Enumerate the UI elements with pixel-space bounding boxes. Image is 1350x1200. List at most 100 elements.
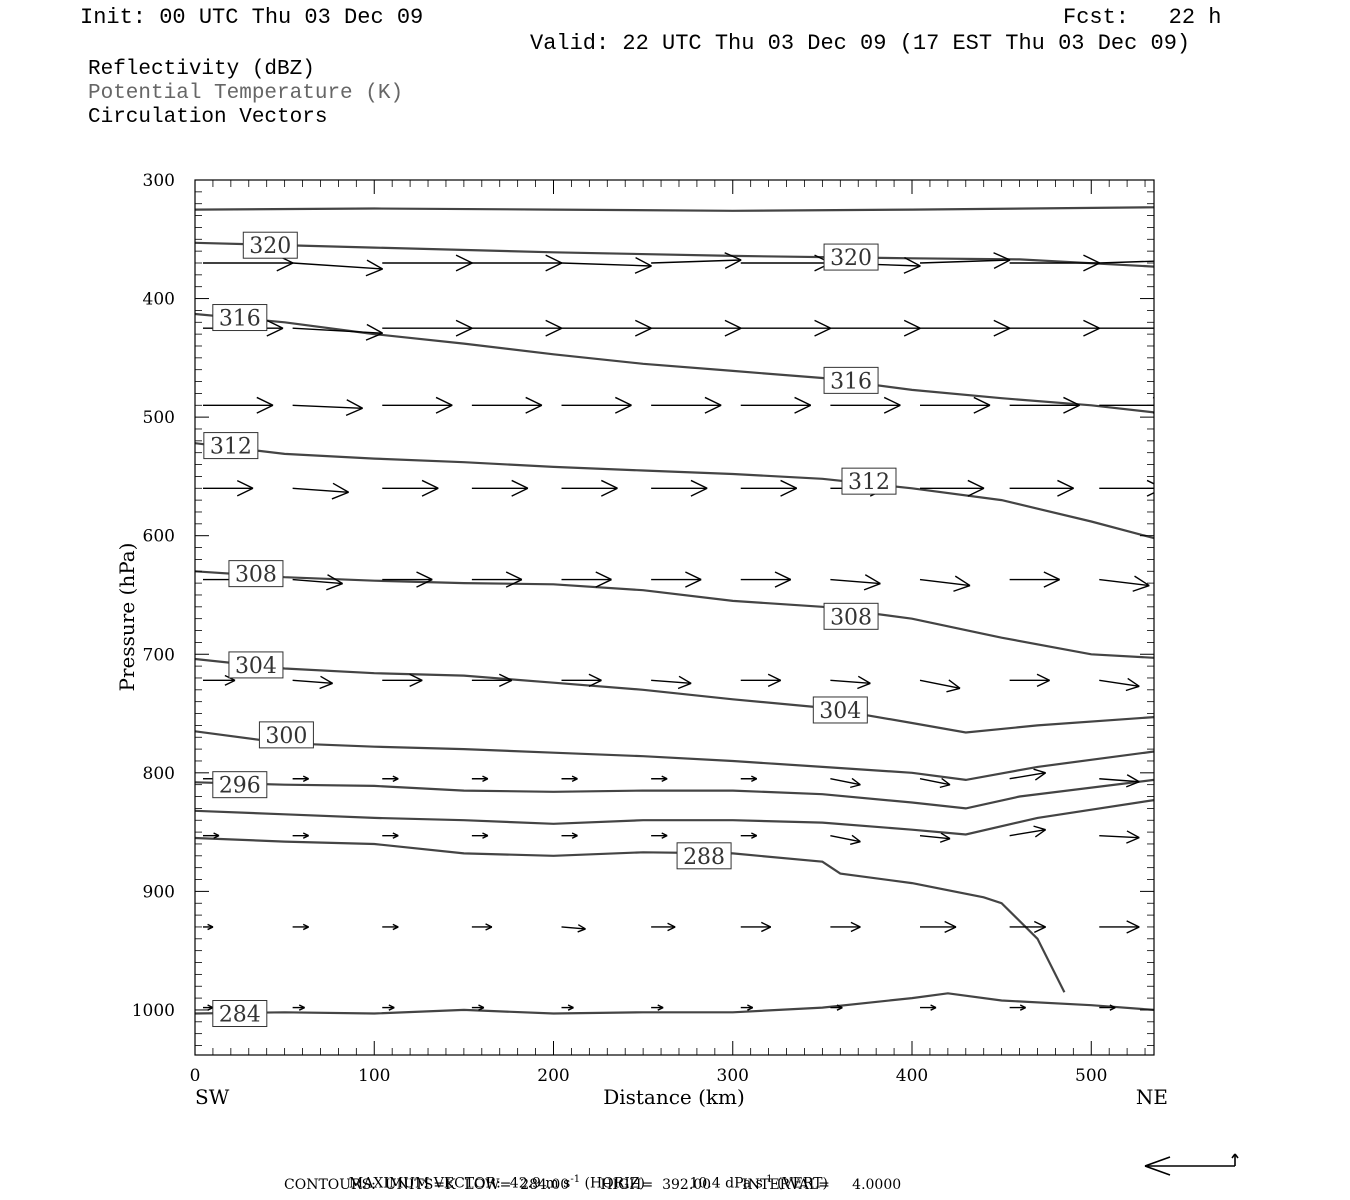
circulation-vector — [651, 1004, 664, 1011]
circulation-vector — [561, 479, 618, 497]
circulation-vector — [382, 1004, 395, 1011]
y-tick-label: 500 — [143, 408, 175, 428]
vert-label: (VERT) — [777, 1175, 828, 1192]
y-tick-label: 400 — [143, 290, 175, 310]
field-legend: Reflectivity (dBZ) Potential Temperature… — [88, 58, 403, 130]
circulation-vector — [1099, 830, 1140, 844]
circulation-vector — [382, 479, 439, 497]
circulation-vector — [1099, 677, 1140, 692]
max-vector-line: MAXIMUM VECTOR: 42.9 m s-1 (HORIZ) 10.4 … — [340, 1158, 828, 1192]
valid-time: Valid: 22 UTC Thu 03 Dec 09 (17 EST Thu … — [530, 31, 1191, 56]
y-tick-label: 1000 — [132, 1001, 175, 1021]
circulation-vector — [561, 319, 652, 337]
contour-288 — [195, 836, 1066, 993]
vert-exp: -1 — [762, 1174, 773, 1185]
circulation-vector — [651, 675, 692, 690]
circulation-vector — [651, 396, 722, 414]
circulation-vector — [740, 1004, 754, 1011]
contour-label-316: 316 — [823, 366, 879, 394]
contour-label-288: 288 — [676, 842, 732, 870]
contour-304 — [195, 657, 1154, 734]
circulation-vector — [919, 832, 951, 843]
forecast-hour: Fcst: 22 h — [1063, 5, 1222, 30]
circulation-vector — [292, 259, 383, 277]
circulation-vector — [471, 923, 493, 931]
contour-292 — [195, 799, 1154, 836]
y-tick-label: 800 — [143, 764, 175, 784]
circulation-vector — [382, 254, 473, 272]
circulation-vector — [292, 923, 309, 931]
circulation-vector — [471, 673, 513, 688]
y-tick-label: 700 — [143, 645, 175, 665]
circulation-vector — [830, 921, 861, 933]
circulation-vector — [1009, 319, 1100, 337]
circulation-vector — [471, 571, 523, 588]
circulation-vector — [920, 920, 957, 934]
x-axis-label: Distance (km) — [603, 1085, 745, 1109]
circulation-vector — [471, 1004, 485, 1011]
circulation-vector — [203, 832, 220, 839]
circulation-vector — [471, 832, 489, 839]
ne-label: NE — [1136, 1085, 1168, 1109]
circulation-vector — [561, 673, 602, 688]
circulation-vector — [471, 775, 489, 782]
contour-label-296: 296 — [212, 771, 268, 799]
contour-label-320: 320 — [242, 231, 298, 259]
circulation-vector — [920, 319, 1011, 337]
contour-284 — [195, 992, 1154, 1015]
field-circulation-vectors: Circulation Vectors — [88, 106, 328, 129]
x-tick-label: 0 — [190, 1066, 201, 1086]
circulation-vector — [1099, 575, 1150, 592]
circulation-vector — [920, 396, 991, 414]
svg-text:300: 300 — [265, 724, 307, 749]
circulation-vector — [830, 396, 901, 414]
circulation-vector — [561, 257, 652, 274]
circulation-vector — [1009, 1004, 1026, 1011]
svg-text:320: 320 — [249, 234, 291, 259]
circulation-vector — [1009, 479, 1074, 497]
circulation-vector — [203, 1004, 214, 1011]
contour-label-284: 284 — [212, 1000, 268, 1028]
field-potential-temperature: Potential Temperature (K) — [88, 82, 404, 105]
circulation-vector — [561, 571, 612, 588]
reference-vector-icon — [1144, 1153, 1239, 1176]
svg-text:316: 316 — [219, 307, 261, 332]
circulation-vector — [830, 777, 861, 789]
field-reflectivity: Reflectivity (dBZ) — [88, 58, 315, 81]
circulation-vector — [203, 396, 274, 414]
contour-label-308: 308 — [228, 560, 284, 588]
circulation-vector — [382, 775, 399, 782]
circulation-vector — [292, 323, 383, 341]
svg-text:308: 308 — [830, 605, 872, 630]
svg-text:316: 316 — [830, 369, 872, 394]
circulation-vector — [1099, 774, 1140, 788]
circulation-vector — [651, 775, 668, 782]
svg-text:296: 296 — [219, 774, 261, 799]
x-tick-label: 500 — [1075, 1066, 1107, 1086]
circulation-vector — [740, 921, 772, 933]
circulation-vector — [561, 396, 632, 414]
circulation-vector — [1009, 571, 1060, 588]
horiz-value: 42.9 m s — [509, 1175, 571, 1192]
circulation-vector — [471, 254, 563, 272]
contour-label-320: 320 — [823, 243, 879, 271]
svg-text:304: 304 — [235, 654, 277, 679]
svg-text:308: 308 — [235, 563, 277, 588]
circulation-vector — [919, 252, 1011, 269]
circulation-vector — [740, 319, 832, 337]
circulation-vector — [740, 673, 782, 688]
contour-label-308: 308 — [823, 602, 879, 630]
circulation-vector — [292, 1004, 305, 1011]
init-time: Init: 00 UTC Thu 03 Dec 09 — [80, 5, 424, 30]
circulation-vector — [292, 399, 363, 417]
circulation-vector — [561, 1004, 574, 1011]
circulation-vector — [651, 319, 742, 337]
contour-label-316: 316 — [212, 304, 268, 332]
x-tick-label: 300 — [717, 1066, 749, 1086]
contour-296 — [195, 778, 1154, 810]
svg-text:288: 288 — [683, 845, 725, 870]
circulation-vector — [651, 571, 702, 588]
circulation-vector — [651, 252, 742, 269]
circulation-vector — [830, 319, 921, 337]
circulation-vector — [292, 574, 343, 591]
